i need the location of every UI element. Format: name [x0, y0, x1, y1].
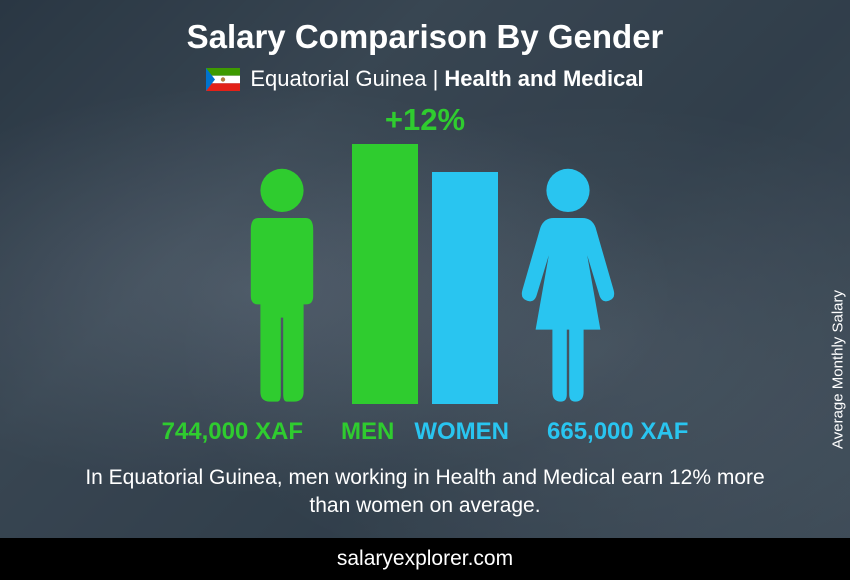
men-value: 744,000 XAF: [162, 418, 303, 446]
male-icon: [222, 164, 342, 404]
women-group: [508, 164, 628, 404]
sector-name: Health and Medical: [444, 66, 643, 91]
subtitle-text: Equatorial Guinea | Health and Medical: [250, 66, 643, 92]
infographic-content: Salary Comparison By Gender Equatorial G…: [0, 0, 850, 580]
women-value: 665,000 XAF: [547, 418, 688, 446]
main-title: Salary Comparison By Gender: [187, 18, 664, 56]
description-text: In Equatorial Guinea, men working in Hea…: [65, 464, 785, 521]
men-label: MEN: [341, 418, 394, 446]
men-group: [222, 164, 342, 404]
percentage-label: +12%: [385, 102, 465, 138]
women-label: WOMEN: [414, 418, 509, 446]
flag-icon: [206, 68, 240, 91]
flag-emblem: [221, 77, 225, 81]
labels-row: 744,000 XAF MEN WOMEN 665,000 XAF: [75, 418, 775, 446]
female-icon: [508, 164, 628, 404]
bar-group: +12%: [352, 144, 498, 404]
subtitle-row: Equatorial Guinea | Health and Medical: [206, 66, 643, 92]
men-bar: [352, 144, 418, 404]
country-name: Equatorial Guinea: [250, 66, 426, 91]
chart-area: +12%: [105, 104, 745, 404]
separator: |: [433, 66, 439, 91]
women-bar: [432, 172, 498, 404]
